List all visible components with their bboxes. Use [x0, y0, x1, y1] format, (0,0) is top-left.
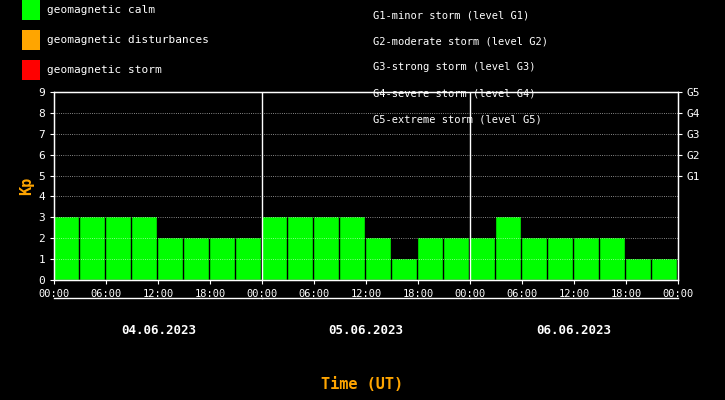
Text: geomagnetic storm: geomagnetic storm — [47, 65, 162, 75]
Bar — [262, 217, 287, 280]
Bar — [574, 238, 599, 280]
Text: geomagnetic disturbances: geomagnetic disturbances — [47, 35, 209, 45]
Bar — [444, 238, 469, 280]
Bar — [184, 238, 209, 280]
Bar — [496, 217, 521, 280]
Bar — [80, 217, 105, 280]
Bar — [418, 238, 443, 280]
Text: G2-moderate storm (level G2): G2-moderate storm (level G2) — [373, 36, 548, 46]
Text: geomagnetic calm: geomagnetic calm — [47, 5, 155, 15]
Bar — [522, 238, 547, 280]
Bar — [132, 217, 157, 280]
Text: G4-severe storm (level G4): G4-severe storm (level G4) — [373, 88, 536, 98]
Bar — [107, 217, 131, 280]
Text: Time (UT): Time (UT) — [321, 377, 404, 392]
Bar — [54, 217, 79, 280]
Text: 06.06.2023: 06.06.2023 — [536, 324, 611, 336]
Bar — [626, 259, 650, 280]
Bar — [366, 238, 391, 280]
Text: G5-extreme storm (level G5): G5-extreme storm (level G5) — [373, 114, 542, 124]
Y-axis label: Kp: Kp — [20, 177, 34, 195]
Text: G1-minor storm (level G1): G1-minor storm (level G1) — [373, 10, 530, 20]
Bar — [210, 238, 235, 280]
Bar — [236, 238, 261, 280]
Bar — [340, 217, 365, 280]
Bar — [652, 259, 676, 280]
Bar — [314, 217, 339, 280]
Bar — [288, 217, 313, 280]
Bar — [678, 259, 703, 280]
Text: 04.06.2023: 04.06.2023 — [121, 324, 196, 336]
Bar — [158, 238, 183, 280]
Bar — [600, 238, 625, 280]
Bar — [548, 238, 573, 280]
Bar — [392, 259, 417, 280]
Text: 05.06.2023: 05.06.2023 — [328, 324, 404, 336]
Bar — [470, 238, 494, 280]
Text: G3-strong storm (level G3): G3-strong storm (level G3) — [373, 62, 536, 72]
